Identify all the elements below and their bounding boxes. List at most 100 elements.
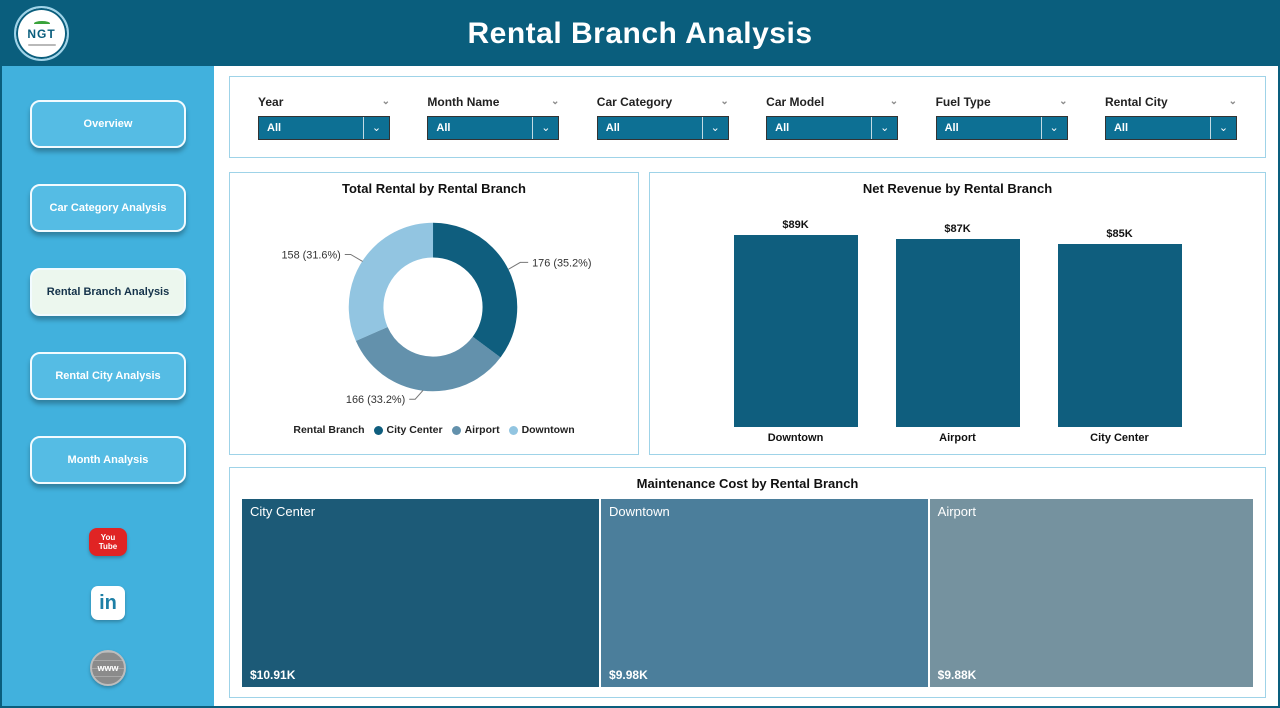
chevron-down-icon[interactable]: ⌄ — [1228, 96, 1237, 107]
filter-car-model: Car Model ⌄ All ⌄ — [766, 94, 899, 140]
website-globe-icon[interactable]: www — [90, 650, 126, 686]
car-model-dropdown[interactable]: All ⌄ — [766, 115, 899, 140]
filter-label: Fuel Type — [935, 94, 991, 109]
filter-label: Car Model — [766, 94, 825, 109]
youtube-text-2: Tube — [98, 542, 118, 551]
net-revenue-bar-card: Net Revenue by Rental Branch $89K Downto… — [649, 172, 1266, 455]
callout-line — [409, 389, 424, 400]
fuel-type-dropdown[interactable]: All ⌄ — [935, 115, 1068, 140]
bar-category-label: Airport — [939, 432, 976, 444]
bar-column-airport: $87K Airport — [895, 223, 1020, 446]
dropdown-value: All — [267, 121, 282, 134]
logo-leaf-icon — [33, 21, 50, 26]
bar-column-downtown: $89K Downtown — [733, 219, 858, 446]
website-text: www — [97, 663, 119, 673]
page-title: Rental Branch Analysis — [467, 17, 813, 50]
dropdown-value: All — [436, 121, 451, 134]
legend-dot — [508, 425, 518, 435]
linkedin-icon[interactable]: in — [91, 586, 125, 620]
sidebar: Overview Car Category Analysis Rental Br… — [2, 66, 214, 706]
month-name-dropdown[interactable]: All ⌄ — [427, 115, 560, 140]
chevron-down-icon[interactable]: ⌄ — [720, 96, 729, 107]
ngt-logo: NGT — [14, 6, 69, 61]
maintenance-cost-treemap-card: Maintenance Cost by Rental Branch City C… — [229, 467, 1266, 698]
treemap-tile-downtown[interactable]: Downtown $9.98K — [601, 499, 928, 687]
youtube-text-1: You — [100, 533, 116, 542]
year-dropdown[interactable]: All ⌄ — [258, 115, 390, 140]
bar-chart: $89K Downtown $87K Airport $85K C — [650, 196, 1265, 454]
filter-label: Car Category — [596, 94, 673, 109]
chevron-down-icon[interactable]: ⌄ — [551, 96, 560, 107]
donut-legend: Rental Branch City Center Airport Downto… — [230, 424, 638, 442]
treemap-tile-label: City Center — [250, 504, 316, 519]
dropdown-value: All — [775, 121, 790, 134]
filter-label: Month Name — [427, 94, 500, 109]
legend-title: Rental Branch — [293, 424, 365, 436]
filter-car-category: Car Category ⌄ All ⌄ — [596, 94, 729, 140]
main-content: Year ⌄ All ⌄ Month Name ⌄ All ⌄ — [214, 66, 1278, 706]
treemap-tile-value: $10.91K — [250, 668, 296, 682]
chevron-down-icon[interactable]: ⌄ — [889, 96, 899, 107]
legend-dot — [373, 425, 383, 435]
treemap-tile-city-center[interactable]: City Center $10.91K — [242, 499, 600, 687]
sidebar-item-rental-branch-analysis[interactable]: Rental Branch Analysis — [30, 268, 186, 316]
treemap-title: Maintenance Cost by Rental Branch — [636, 476, 859, 491]
logo-text: NGT — [27, 27, 56, 41]
donut-label-city-center: 176 (35.2%) — [532, 257, 591, 269]
bar-city-center[interactable] — [1057, 244, 1182, 427]
sidebar-item-car-category-analysis[interactable]: Car Category Analysis — [30, 184, 186, 232]
total-rental-donut-card: Total Rental by Rental Branch 176 (35.2%… — [229, 172, 639, 455]
treemap-tile-value: $9.88K — [937, 668, 977, 682]
logo-subtext-line — [27, 44, 56, 46]
treemap-tile-value: $9.98K — [609, 668, 648, 682]
filter-rental-city: Rental City ⌄ All ⌄ — [1104, 94, 1237, 140]
bar-downtown[interactable] — [733, 235, 858, 427]
legend-item-airport[interactable]: Airport — [451, 424, 500, 436]
chevron-down-icon: ⌄ — [363, 116, 389, 139]
bar-category-label: Downtown — [767, 432, 824, 444]
chevron-down-icon[interactable]: ⌄ — [1059, 96, 1068, 107]
bar-column-city-center: $85K City Center — [1057, 228, 1182, 446]
chevron-down-icon: ⌄ — [871, 116, 897, 139]
callout-line — [344, 253, 363, 262]
bar-chart-title: Net Revenue by Rental Branch — [862, 181, 1053, 196]
sidebar-item-rental-city-analysis[interactable]: Rental City Analysis — [30, 352, 186, 400]
donut-segments — [348, 222, 518, 392]
car-category-dropdown[interactable]: All ⌄ — [596, 115, 729, 140]
chevron-down-icon: ⌄ — [701, 116, 728, 139]
callout-line — [508, 261, 529, 270]
filter-label: Year — [258, 94, 284, 109]
donut-chart: 176 (35.2%) 166 (33.2%) 158 (31.6%) — [281, 222, 591, 406]
dropdown-value: All — [1113, 121, 1129, 134]
treemap-tile-label: Airport — [937, 504, 976, 519]
filter-month-name: Month Name ⌄ All ⌄ — [427, 94, 560, 140]
sidebar-item-month-analysis[interactable]: Month Analysis — [30, 436, 186, 484]
filter-bar: Year ⌄ All ⌄ Month Name ⌄ All ⌄ — [229, 76, 1266, 158]
filter-fuel-type: Fuel Type ⌄ All ⌄ — [935, 94, 1068, 140]
bar-value-label: $87K — [944, 223, 971, 235]
donut-label-airport: 166 (33.2%) — [346, 394, 405, 406]
donut-label-downtown: 158 (31.6%) — [281, 249, 340, 261]
rental-city-dropdown[interactable]: All ⌄ — [1104, 115, 1237, 140]
linkedin-text: in — [99, 591, 117, 614]
chevron-down-icon: ⌄ — [1040, 116, 1067, 139]
chevron-down-icon: ⌄ — [1209, 116, 1236, 139]
sidebar-item-overview[interactable]: Overview — [30, 100, 186, 148]
bar-airport[interactable] — [895, 239, 1020, 427]
filter-year: Year ⌄ All ⌄ — [258, 95, 390, 140]
bar-category-label: City Center — [1090, 432, 1149, 444]
youtube-icon[interactable]: You Tube — [89, 528, 127, 556]
legend-item-city-center[interactable]: City Center — [373, 424, 443, 436]
treemap-tile-airport[interactable]: Airport $9.88K — [929, 499, 1253, 687]
social-links: You Tube in www — [89, 528, 127, 686]
dropdown-value: All — [944, 121, 959, 134]
chevron-down-icon[interactable]: ⌄ — [381, 96, 390, 107]
legend-dot — [451, 425, 461, 435]
bar-value-label: $85K — [1106, 228, 1133, 240]
header: NGT Rental Branch Analysis — [2, 2, 1278, 66]
filter-label: Rental City — [1104, 94, 1168, 109]
bar-value-label: $89K — [782, 219, 809, 231]
chevron-down-icon: ⌄ — [532, 116, 558, 139]
legend-item-downtown[interactable]: Downtown — [508, 424, 575, 436]
